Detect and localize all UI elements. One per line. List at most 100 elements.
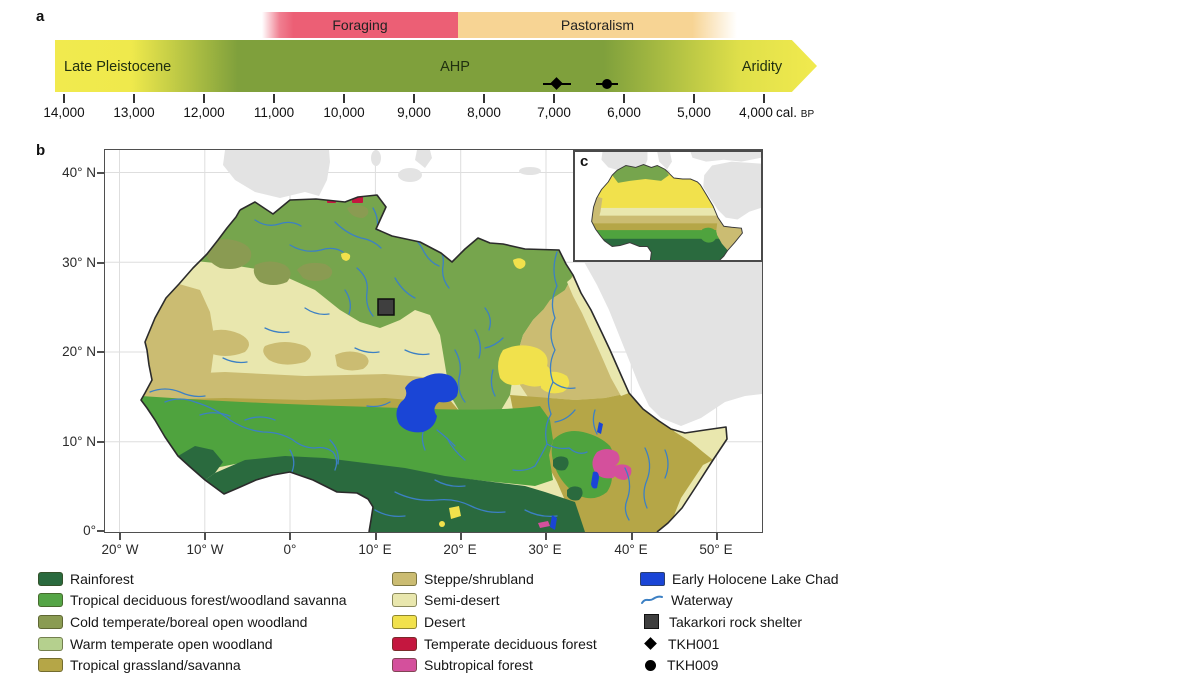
legend-item-warm-temperate: Warm temperate open woodland [38,633,347,655]
legend-item-waterway: Waterway [640,590,839,612]
lake-chad-swatch [640,571,665,586]
tick-label-9000: 9,000 [397,105,431,120]
axis-tick [133,94,135,103]
axis-tick [483,94,485,103]
inset-north-green [612,164,669,183]
africa-coastline [140,194,728,532]
ahp-label: AHP [440,59,470,75]
lon-label-50e: 50° E [699,542,733,557]
lon-label-30e: 30° E [528,542,562,557]
cold-temperate-swatch [38,614,63,629]
legend-label: Cold temperate/boreal open woodland [70,613,308,630]
legend-label: Rainforest [70,570,134,587]
axis-unit: cal. BP [776,105,815,120]
lon-tick [289,533,291,540]
legend-column-2: Steppe/shrubland Semi-desert Desert Temp… [392,568,597,675]
tick-label-8000: 8,000 [467,105,501,120]
lon-tick [545,533,547,540]
legend-item-tkh009: TKH009 [640,654,839,675]
legend-label: Temperate deciduous forest [424,635,597,652]
tkh009-circle-marker [602,79,612,89]
rainforest-swatch [38,571,63,586]
axis-tick [693,94,695,103]
tick-label-7000: 7,000 [537,105,571,120]
lat-label-20n: 20° N [62,344,96,359]
subtropical-swatch [392,658,417,673]
axis-tick [203,94,205,103]
legend-label: TKH009 [667,657,719,674]
lon-label-10e: 10° E [358,542,392,557]
legend-label: Early Holocene Lake Chad [672,570,839,587]
tkh009-circle-icon [645,659,656,671]
waterways [149,207,669,521]
legend-item-tropical-grassland: Tropical grassland/savanna [38,654,347,675]
steppe-swatch [392,571,417,586]
rift-lake [550,515,557,530]
legend-label: Steppe/shrubland [424,570,534,587]
legend-column-3: Early Holocene Lake Chad Waterway Takark… [640,568,839,675]
foraging-label: Foraging [332,17,388,33]
lon-label-40e: 40° E [614,542,648,557]
lat-tick [97,172,104,174]
rift-lake [597,422,603,434]
tick-label-12000: 12,000 [183,105,225,120]
legend-label: Takarkori rock shelter [669,613,803,630]
legend-item-cold-temperate: Cold temperate/boreal open woodland [38,611,347,633]
axis-tick [763,94,765,103]
lake-chad [396,373,603,530]
axis-tick [553,94,555,103]
inset-coastline [591,164,743,260]
tick-label-11000: 11,000 [253,105,295,120]
lat-tick [97,530,104,532]
legend-label: Subtropical forest [424,657,533,674]
panel-c-label: c [580,153,589,170]
warm-temperate-swatch [38,636,63,651]
subtropical-forest-patches [538,449,632,528]
inset-map [591,152,761,260]
temperate-deciduous-swatch [392,636,417,651]
semi-desert-swatch [392,593,417,608]
lat-tick [97,441,104,443]
legend-column-1: Rainforest Tropical deciduous forest/woo… [38,568,347,675]
tick-label-13000: 13,000 [113,105,155,120]
axis-tick [413,94,415,103]
legend-label: TKH001 [668,635,720,652]
inset-non-africa [601,152,761,220]
legend-item-tkh001: TKH001 [640,633,839,655]
legend-item-steppe: Steppe/shrubland [392,568,597,590]
legend-label: Desert [424,613,466,630]
rift-lake [591,471,599,489]
legend-label: Tropical grassland/savanna [70,657,241,674]
climate-timeline-arrow [55,40,817,92]
tkh001-diamond-icon [644,637,657,650]
aridity-label: Aridity [741,59,783,75]
lon-tick [460,533,462,540]
lat-tick [97,351,104,353]
tropical-deciduous-swatch [38,593,63,608]
axis-tick [63,94,65,103]
foraging-phase-bar: Foraging [262,12,458,38]
legend-label: Tropical deciduous forest/woodland savan… [70,592,347,609]
modern-vegetation-inset: c [573,150,763,262]
pastoralism-phase-bar: Pastoralism [458,12,737,38]
panel-a-label: a [36,8,45,25]
legend-item-lake-chad: Early Holocene Lake Chad [640,568,839,590]
axis-tick [273,94,275,103]
tick-label-14000: 14,000 [43,105,85,120]
map-frame [104,149,763,533]
late-pleistocene-label: Late Pleistocene [64,59,172,75]
tick-label-6000: 6,000 [607,105,641,120]
lat-tick [97,262,104,264]
lon-tick [716,533,718,540]
legend-label: Semi-desert [424,592,500,609]
lon-tick [375,533,377,540]
legend-item-takarkori: Takarkori rock shelter [640,611,839,633]
legend-item-subtropical: Subtropical forest [392,654,597,675]
lon-label-20w: 20° W [101,542,139,557]
legend-item-desert: Desert [392,611,597,633]
tropical-grassland-swatch [38,658,63,673]
tick-label-10000: 10,000 [323,105,365,120]
lon-label-0: 0° [283,542,297,557]
lon-tick [631,533,633,540]
